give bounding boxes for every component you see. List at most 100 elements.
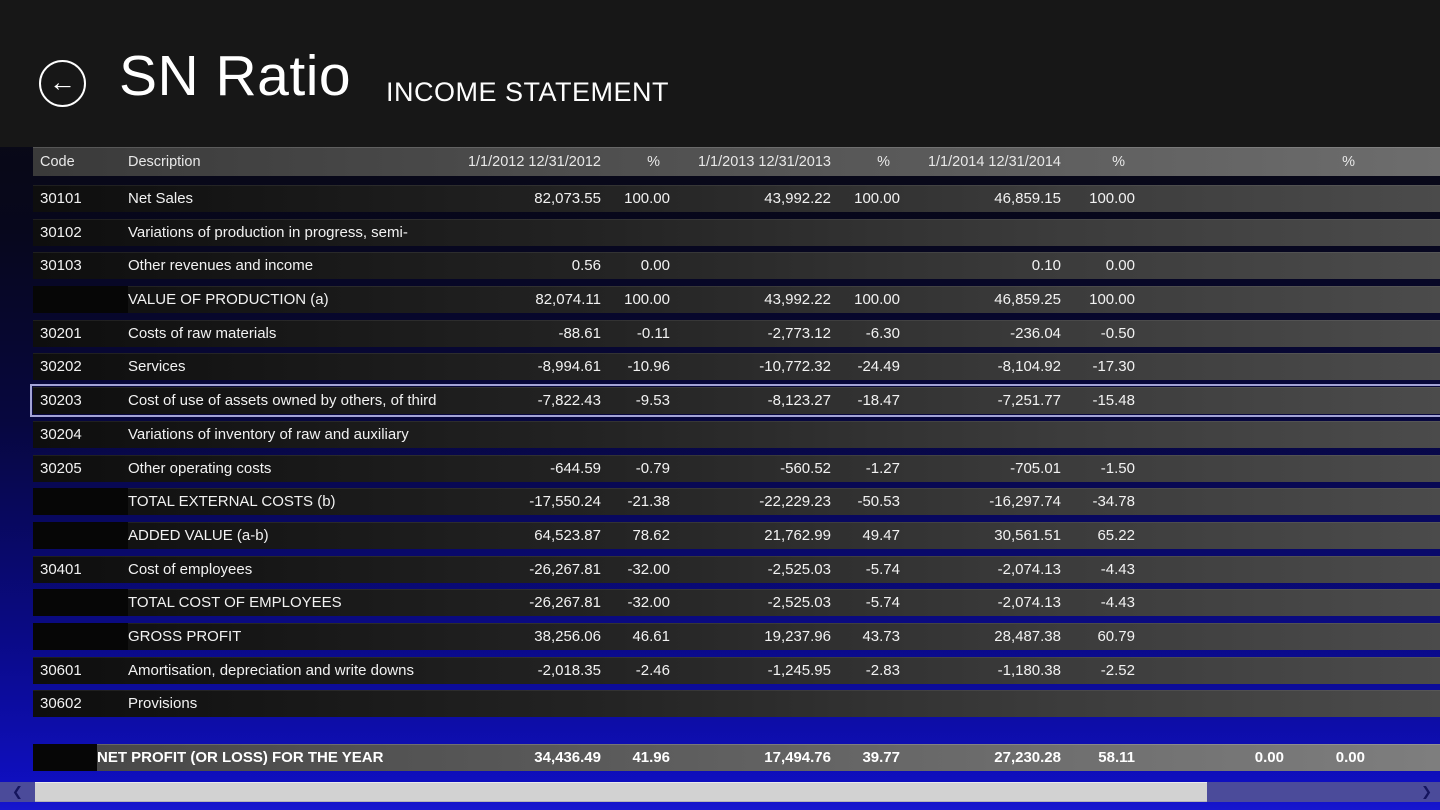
row-code [33,488,128,516]
table-row[interactable]: TOTAL EXTERNAL COSTS (b) -17,550.24 -21.… [33,488,1440,516]
row-filler [1365,387,1440,414]
row-code: 30103 [40,257,82,275]
row-value-2012: -26,267.81 [529,560,601,578]
scroll-left-button[interactable]: ❮ [0,782,35,802]
row-value-2014: -236.04 [1010,324,1061,342]
row-pct-2012: -0.11 [636,324,670,342]
row-pct-4 [1284,589,1365,616]
table-row[interactable]: 30103 Other revenues and income 0.56 0.0… [33,252,1440,280]
row-value-2013: 19,237.96 [764,627,831,645]
row-pct-2013 [831,690,900,717]
row-value-2013 [670,252,831,279]
row-filler [1365,320,1440,347]
column-header-description: Description [128,153,201,170]
row-value-2014: -705.01 [1010,459,1061,477]
row-description: VALUE OF PRODUCTION (a) [128,291,329,309]
scrollbar-track[interactable]: ❯ [1207,782,1440,802]
row-description: Other revenues and income [128,257,314,275]
row-value-2012: 0.56 [571,257,601,275]
back-button[interactable]: ← [39,60,86,107]
row-code: 30204 [40,425,82,443]
row-description: TOTAL EXTERNAL COSTS (b) [128,493,336,511]
row-value-2014: 46,859.25 [994,291,1061,309]
table-row[interactable]: 30602 Provisions [33,690,1440,718]
row-filler [1365,522,1440,549]
row-value-2013: -2,773.12 [767,324,831,342]
row-value-2013: 43,992.22 [764,291,831,309]
row-filler [1365,252,1440,279]
row-pct-2012: 46.61 [632,627,670,645]
table-row[interactable]: GROSS PROFIT 38,256.06 46.61 19,237.96 4… [33,622,1440,650]
row-pct-2012: -0.79 [635,459,670,477]
row-code: 30202 [40,358,82,376]
table-row[interactable]: 30202 Services -8,994.61 -10.96 -10,772.… [33,353,1440,381]
row-value-2013: -22,229.23 [759,493,831,511]
row-pct-2014: -4.43 [1100,560,1135,578]
row-pct-2014 [1061,421,1135,448]
row-pct-2013: 100.00 [854,291,900,309]
column-header-period-2012: 1/1/2012 12/31/2012 [467,153,601,170]
row-filler [1365,286,1440,313]
scrollbar-thumb[interactable] [35,782,1207,802]
row-pct-2012: 41.96 [632,749,670,766]
table-row[interactable]: 30401 Cost of employees -26,267.81 -32.0… [33,555,1440,583]
net-profit-row[interactable]: NET PROFIT (OR LOSS) FOR THE YEAR 34,436… [33,744,1440,771]
row-pct-2013: 49.47 [862,526,900,544]
row-pct-4 [1284,421,1365,448]
table-row[interactable]: TOTAL COST OF EMPLOYEES -26,267.81 -32.0… [33,589,1440,617]
row-value-2012: 34,436.49 [534,749,601,766]
row-pct-2013: -24.49 [857,358,900,376]
row-pct-2013: -6.30 [865,324,900,342]
row-value-4 [1135,286,1284,313]
row-value-2014: -1,180.38 [997,661,1061,679]
row-pct-4 [1284,657,1365,684]
table-row[interactable]: 30203 Cost of use of assets owned by oth… [30,384,1440,418]
row-pct-2013 [831,252,900,279]
row-value-4 [1135,623,1284,650]
table-row[interactable]: 30102 Variations of production in progre… [33,218,1440,246]
table-row[interactable]: VALUE OF PRODUCTION (a) 82,074.11 100.00… [33,286,1440,314]
row-description: Costs of raw materials [128,324,277,342]
row-value-2012: -8,994.61 [537,358,601,376]
row-pct-2012: -32.00 [627,560,670,578]
row-value-2014: 27,230.28 [994,749,1061,766]
row-value-2013 [670,421,831,448]
column-header-pct-4: % [1342,153,1355,170]
row-pct-2014: -4.43 [1100,594,1135,612]
row-pct-2012: 78.62 [632,526,670,544]
row-value-4: 0.00 [1254,749,1284,766]
row-pct-2014 [1061,219,1135,246]
row-pct-2013: -50.53 [857,493,900,511]
row-pct-4 [1284,556,1365,583]
column-header-period-4 [1135,147,1284,176]
row-pct-2013: -5.74 [865,560,900,578]
table-row[interactable]: 30601 Amortisation, depreciation and wri… [33,656,1440,684]
table-row[interactable]: ADDED VALUE (a-b) 64,523.87 78.62 21,762… [33,521,1440,549]
row-value-2012: -26,267.81 [529,594,601,612]
row-pct-2013: 39.77 [862,749,900,766]
table-row[interactable]: 30201 Costs of raw materials -88.61 -0.1… [33,319,1440,347]
row-pct-2014: 60.79 [1097,627,1135,645]
row-pct-2014: -2.52 [1100,661,1135,679]
row-pct-2014 [1061,690,1135,717]
table-row[interactable]: 30204 Variations of inventory of raw and… [33,420,1440,448]
table-row[interactable]: 30101 Net Sales 82,073.55 100.00 43,992.… [33,185,1440,212]
row-pct-2012: 0.00 [640,257,670,275]
row-pct-2012: -9.53 [635,392,670,410]
row-value-2013: -560.52 [780,459,831,477]
row-pct-4 [1284,522,1365,549]
row-value-2014: -2,074.13 [997,560,1061,578]
row-description: Services [128,358,186,376]
row-pct-2012: -21.38 [627,493,670,511]
row-pct-2013: -18.47 [857,392,900,410]
row-pct-4 [1284,219,1365,246]
row-value-4 [1135,455,1284,482]
row-filler [1365,623,1440,650]
row-value-2013: 43,992.22 [764,190,831,207]
row-value-2012 [440,421,601,448]
back-arrow-icon: ← [49,67,76,97]
row-value-2012: -7,822.43 [537,392,601,410]
row-value-2013: 17,494.76 [764,749,831,766]
row-pct-2012: -10.96 [627,358,670,376]
table-row[interactable]: 30205 Other operating costs -644.59 -0.7… [33,454,1440,482]
